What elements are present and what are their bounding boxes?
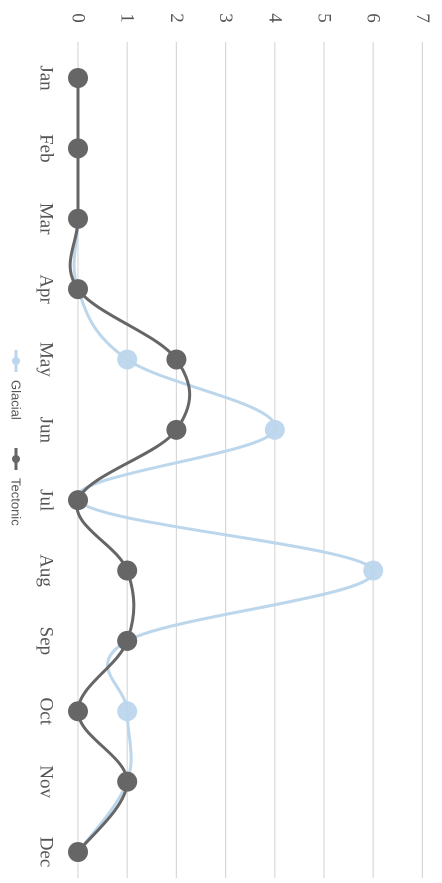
point-glacial-jun[interactable] bbox=[264, 419, 285, 440]
legend-marker-tectonic bbox=[12, 455, 20, 463]
point-tectonic-jul[interactable] bbox=[68, 490, 88, 511]
point-tectonic-may[interactable] bbox=[166, 349, 187, 370]
gridlines bbox=[77, 42, 423, 878]
point-tectonic-jan[interactable] bbox=[68, 68, 88, 88]
point-tectonic-jun[interactable] bbox=[166, 419, 187, 440]
series-line-glacial bbox=[72, 76, 375, 854]
point-tectonic-feb[interactable] bbox=[68, 138, 88, 159]
category-tick-jun: Jun bbox=[36, 417, 57, 444]
value-tick-6: 6 bbox=[363, 13, 384, 23]
point-glacial-oct[interactable] bbox=[117, 701, 138, 722]
category-axis-ticks: Jan Feb Mar Apr May Jun Jul Aug Sep Oct Nov Dec bbox=[36, 65, 57, 867]
series-tectonic bbox=[68, 68, 192, 862]
point-tectonic-sep[interactable] bbox=[117, 630, 138, 651]
point-glacial-aug[interactable] bbox=[363, 560, 384, 581]
value-tick-4: 4 bbox=[264, 13, 285, 23]
legend-item-tectonic[interactable]: Tectonic bbox=[9, 448, 24, 526]
category-tick-feb: Feb bbox=[36, 134, 57, 163]
category-tick-aug: Aug bbox=[36, 554, 57, 587]
point-tectonic-dec[interactable] bbox=[68, 842, 88, 862]
legend-marker-glacial bbox=[12, 357, 20, 365]
point-tectonic-mar[interactable] bbox=[68, 208, 88, 229]
value-tick-3: 3 bbox=[215, 13, 236, 23]
category-tick-nov: Nov bbox=[36, 765, 57, 798]
category-tick-may: May bbox=[36, 342, 57, 377]
value-tick-7: 7 bbox=[412, 13, 433, 23]
category-tick-mar: Mar bbox=[36, 203, 57, 235]
series-lines bbox=[68, 68, 384, 862]
value-axis-ticks: 0 1 2 3 4 5 6 7 bbox=[68, 13, 433, 23]
category-tick-jan: Jan bbox=[36, 65, 57, 91]
point-tectonic-oct[interactable] bbox=[68, 701, 88, 722]
legend: Glacial Tectonic bbox=[9, 350, 24, 526]
value-tick-1: 1 bbox=[117, 13, 138, 23]
category-tick-oct: Oct bbox=[36, 698, 57, 726]
point-tectonic-nov[interactable] bbox=[117, 771, 138, 792]
point-glacial-may[interactable] bbox=[117, 349, 138, 370]
category-tick-jul: Jul bbox=[36, 489, 57, 511]
category-tick-sep: Sep bbox=[36, 627, 57, 656]
legend-label-glacial: Glacial bbox=[9, 380, 24, 420]
legend-label-tectonic: Tectonic bbox=[9, 478, 24, 526]
category-tick-dec: Dec bbox=[36, 837, 57, 868]
value-tick-0: 0 bbox=[68, 13, 89, 23]
point-tectonic-apr[interactable] bbox=[68, 279, 88, 300]
category-tick-apr: Apr bbox=[36, 274, 57, 304]
value-tick-5: 5 bbox=[314, 13, 335, 23]
point-tectonic-aug[interactable] bbox=[117, 560, 138, 581]
value-tick-2: 2 bbox=[166, 13, 187, 23]
legend-item-glacial[interactable]: Glacial bbox=[9, 350, 24, 420]
